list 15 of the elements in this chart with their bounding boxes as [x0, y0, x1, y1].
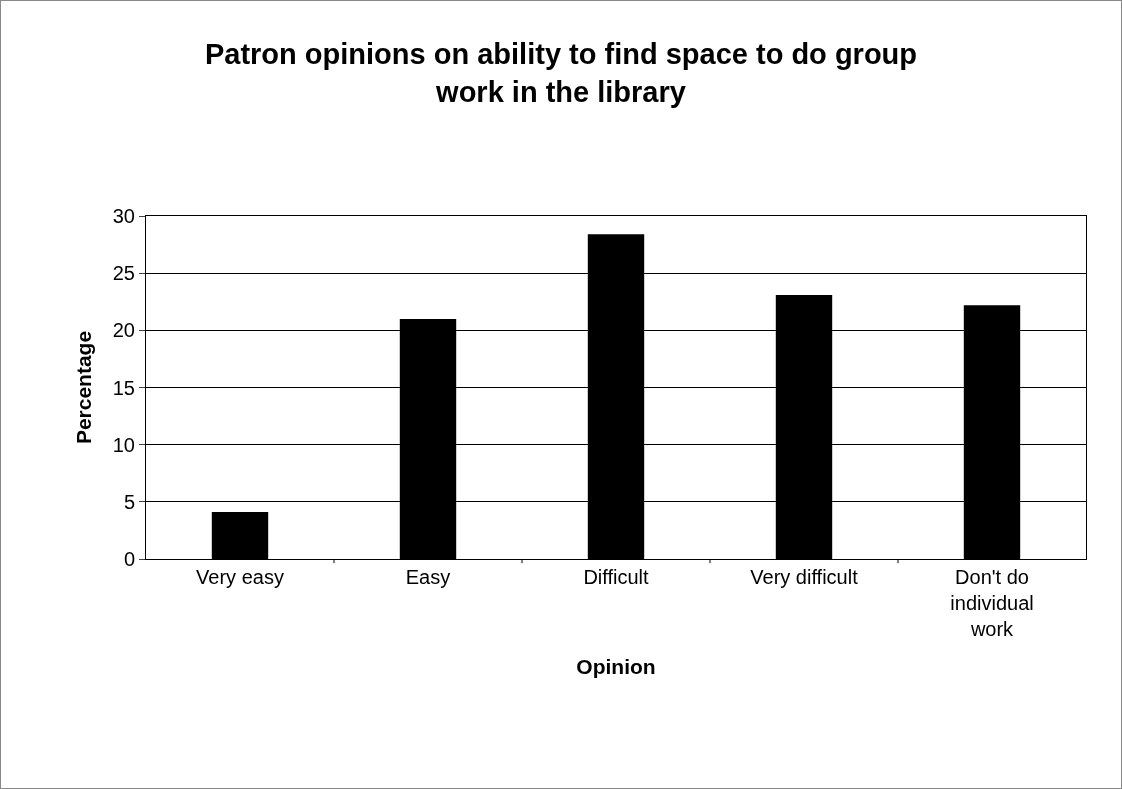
- y-tick-label: 5: [123, 490, 135, 513]
- x-tick-label: Don't do individual work: [950, 566, 1034, 640]
- chart-title: Patron opinions on ability to find space to do group work in the library: [204, 37, 918, 108]
- y-tick-label: 15: [112, 376, 135, 399]
- y-tick-label: 20: [112, 319, 135, 342]
- x-tick-label: Very easy: [196, 566, 284, 588]
- x-tick-label: Easy: [405, 566, 451, 588]
- y-tick-label: 25: [112, 262, 135, 285]
- x-tick-label: Very difficult: [750, 566, 859, 588]
- x-axis-title: Opinion: [576, 655, 656, 679]
- y-tick-label: 0: [123, 548, 135, 570]
- y-tick-label: 30: [112, 205, 135, 227]
- y-tick-label: 10: [112, 433, 135, 456]
- x-tick-label: Difficult: [583, 566, 650, 588]
- y-axis-title: Percentage: [71, 330, 95, 445]
